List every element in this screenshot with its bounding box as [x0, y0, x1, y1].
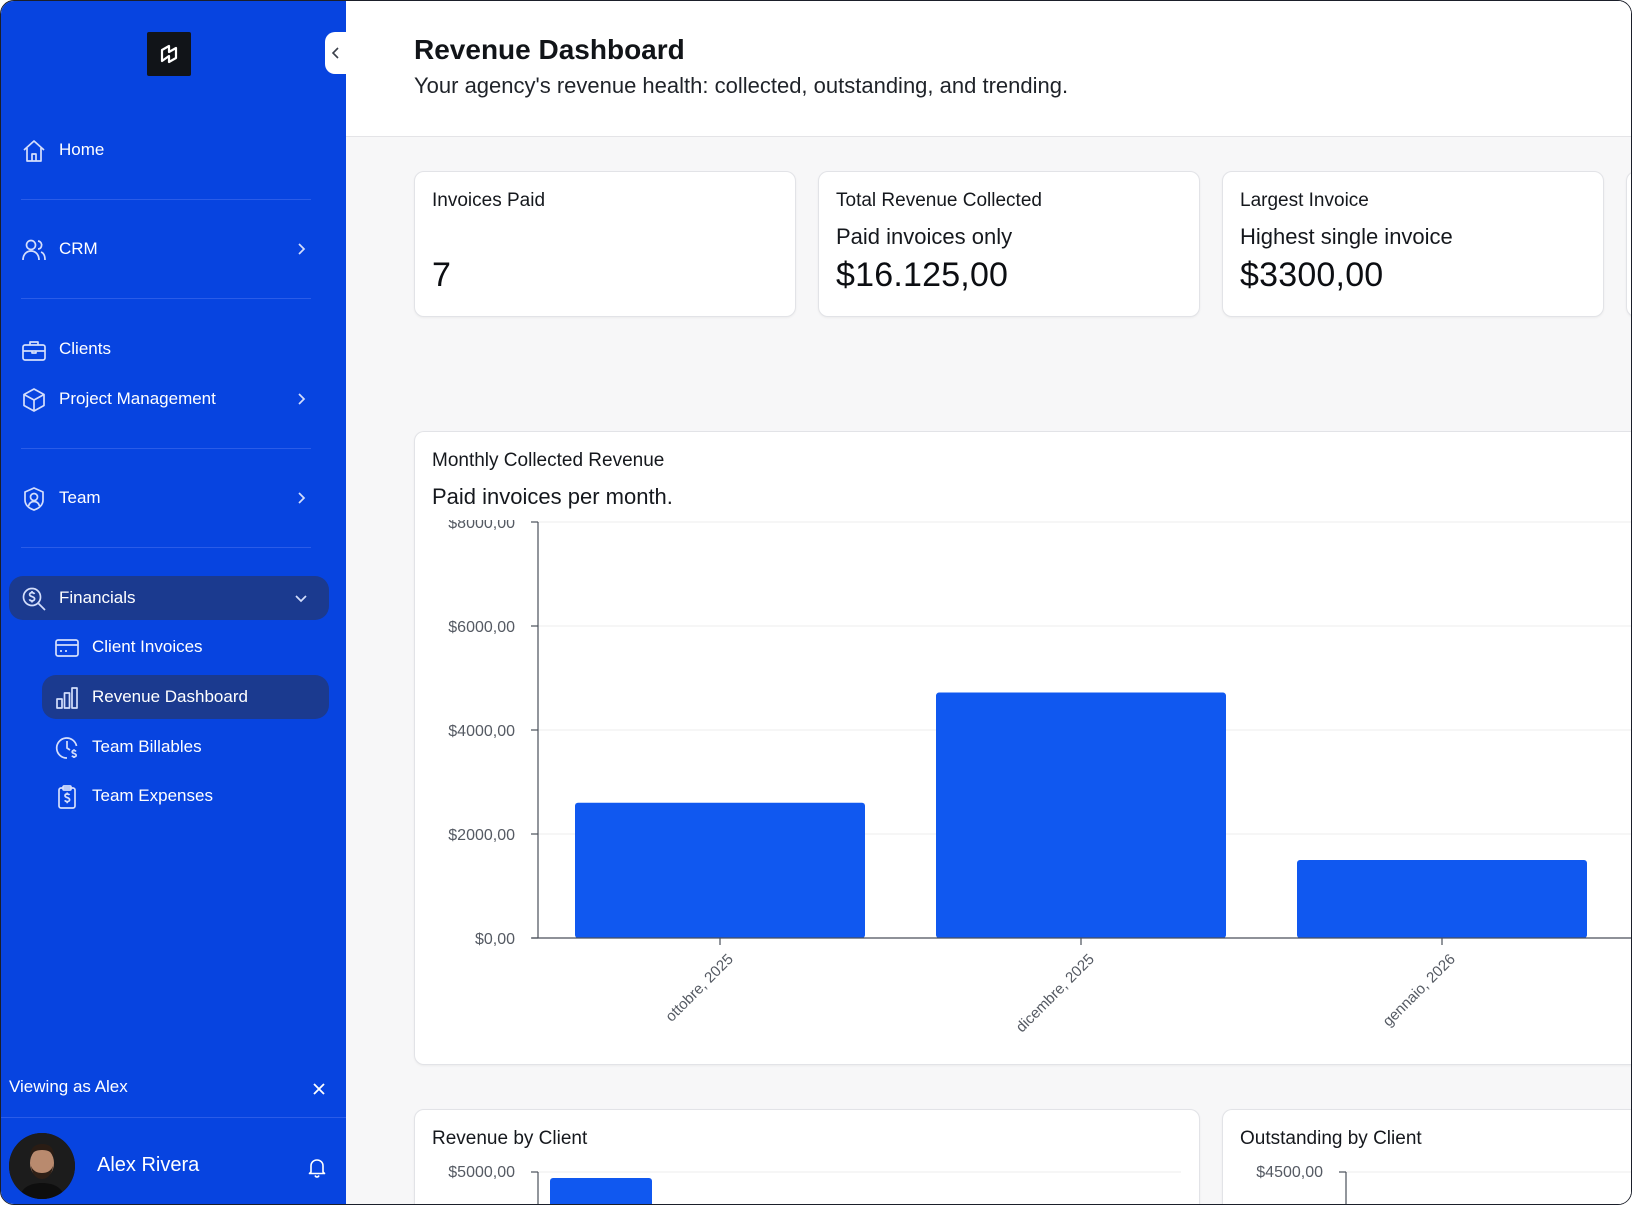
stat-title: Invoices Paid — [432, 190, 546, 211]
chevron-right-icon — [293, 241, 309, 257]
team-icon — [21, 486, 47, 512]
search-dollar-icon — [21, 586, 47, 612]
chevron-down-icon — [293, 590, 309, 606]
stat-title: Total Revenue Collected — [836, 190, 1042, 211]
chart-title: Revenue by Client — [432, 1128, 588, 1149]
chart-bar — [936, 692, 1226, 938]
monthly-revenue-chart: $0,00 $2000,00 $4000,00 $6000,00 $8000,00 ot… — [448, 520, 1631, 1036]
sidebar-item-clients[interactable]: Clients — [9, 327, 329, 371]
sidebar-item-financials[interactable]: Financials — [9, 576, 329, 620]
chart-title: Monthly Collected Revenue — [432, 450, 665, 471]
page-subtitle: Your agency's revenue health: collected,… — [414, 73, 1069, 98]
main-content: Revenue Dashboard Your agency's revenue … — [346, 1, 1631, 1204]
y-tick-label: $4000,00 — [448, 723, 515, 740]
sidebar-item-label: Revenue Dashboard — [92, 687, 248, 706]
chart-bar — [550, 1178, 652, 1204]
x-tick-label: dicembre, 2025 — [1013, 951, 1098, 1036]
sidebar-item-client-invoices[interactable]: Client Invoices — [42, 625, 329, 669]
y-tick-label: $8000,00 — [448, 520, 515, 532]
chart-title: Outstanding by Client — [1240, 1128, 1422, 1149]
chart-bar — [575, 802, 865, 938]
stat-value: 7 — [432, 256, 452, 294]
sidebar-item-crm[interactable]: CRM — [9, 227, 329, 271]
sidebar-item-label: Client Invoices — [92, 637, 203, 656]
divider — [21, 448, 311, 449]
credit-card-icon — [54, 635, 80, 661]
avatar[interactable] — [9, 1133, 75, 1199]
y-tick-label: $6000,00 — [448, 619, 515, 636]
y-tick-label: $4500,00 — [1256, 1164, 1323, 1181]
sidebar-item-label: Financials — [59, 588, 136, 607]
sidebar: Home CRM Clients Project Managem — [1, 1, 347, 1204]
sidebar-item-label: CRM — [59, 239, 98, 258]
sidebar-item-label: Team Billables — [92, 737, 202, 756]
stat-desc: Paid invoices only — [836, 224, 1013, 249]
viewing-as-banner: Viewing as Alex — [9, 1077, 329, 1103]
chart-subtitle: Paid invoices per month. — [432, 484, 673, 509]
outstanding-by-client-chart: $4500,00 — [1256, 1164, 1631, 1204]
stat-card-largest-invoice: Largest Invoice Highest single invoice $… — [1222, 171, 1604, 317]
x-tick-label: gennaio, 2026 — [1380, 951, 1459, 1030]
sidebar-item-team[interactable]: Team — [9, 476, 329, 520]
stat-value: $3300,00 — [1240, 256, 1384, 294]
revenue-by-client-chart: $5000,00 — [448, 1164, 1181, 1204]
sidebar-item-revenue-dashboard[interactable]: Revenue Dashboard — [42, 675, 329, 719]
home-icon — [21, 138, 47, 164]
divider — [21, 199, 311, 200]
y-tick-label: $5000,00 — [448, 1164, 515, 1181]
stat-card-invoices-paid: Invoices Paid 7 — [414, 171, 796, 317]
sidebar-item-label: Project Management — [59, 389, 216, 408]
chevron-left-icon[interactable] — [325, 32, 347, 74]
user-name: Alex Rivera — [97, 1154, 200, 1176]
y-tick-label: $0,00 — [475, 931, 515, 948]
stat-title: Largest Invoice — [1240, 190, 1369, 211]
stat-card-total-revenue: Total Revenue Collected Paid invoices on… — [818, 171, 1200, 317]
users-icon — [21, 237, 47, 263]
page-header: Revenue Dashboard Your agency's revenue … — [346, 1, 1631, 137]
user-profile[interactable]: Alex Rivera — [1, 1117, 346, 1204]
sidebar-item-project-management[interactable]: Project Management — [9, 377, 329, 421]
chart-bar — [1297, 860, 1587, 938]
monthly-revenue-card: Monthly Collected Revenue Paid invoices … — [414, 431, 1631, 1065]
briefcase-icon — [21, 337, 47, 363]
divider — [21, 298, 311, 299]
outstanding-by-client-card: Outstanding by Client $4500,00 — [1222, 1109, 1631, 1204]
sidebar-item-label: Team Expenses — [92, 786, 213, 805]
chevron-right-icon — [293, 391, 309, 407]
sidebar-item-home[interactable]: Home — [9, 128, 329, 172]
clipboard-dollar-icon — [54, 784, 80, 810]
stat-card-partial — [1626, 171, 1631, 317]
revenue-by-client-card: Revenue by Client $5000,00 — [414, 1109, 1200, 1204]
stat-desc: Highest single invoice — [1240, 224, 1453, 249]
sidebar-item-label: Home — [59, 140, 105, 159]
divider — [21, 547, 311, 548]
clock-dollar-icon — [54, 735, 80, 761]
sidebar-item-team-expenses[interactable]: Team Expenses — [42, 774, 329, 818]
bell-icon[interactable] — [306, 1156, 328, 1178]
sidebar-item-label: Team — [59, 488, 101, 507]
close-icon[interactable] — [309, 1079, 329, 1099]
sidebar-item-team-billables[interactable]: Team Billables — [42, 725, 329, 769]
y-tick-label: $2000,00 — [448, 827, 515, 844]
stat-value: $16.125,00 — [836, 256, 1009, 294]
chevron-right-icon — [293, 490, 309, 506]
box-icon — [21, 387, 47, 413]
page-title: Revenue Dashboard — [414, 34, 685, 65]
app-logo-icon[interactable] — [147, 32, 191, 76]
viewing-as-label: Viewing as Alex — [9, 1077, 128, 1096]
sidebar-item-label: Clients — [59, 339, 111, 358]
bar-chart-icon — [54, 685, 80, 711]
x-tick-label: ottobre, 2025 — [662, 951, 737, 1026]
